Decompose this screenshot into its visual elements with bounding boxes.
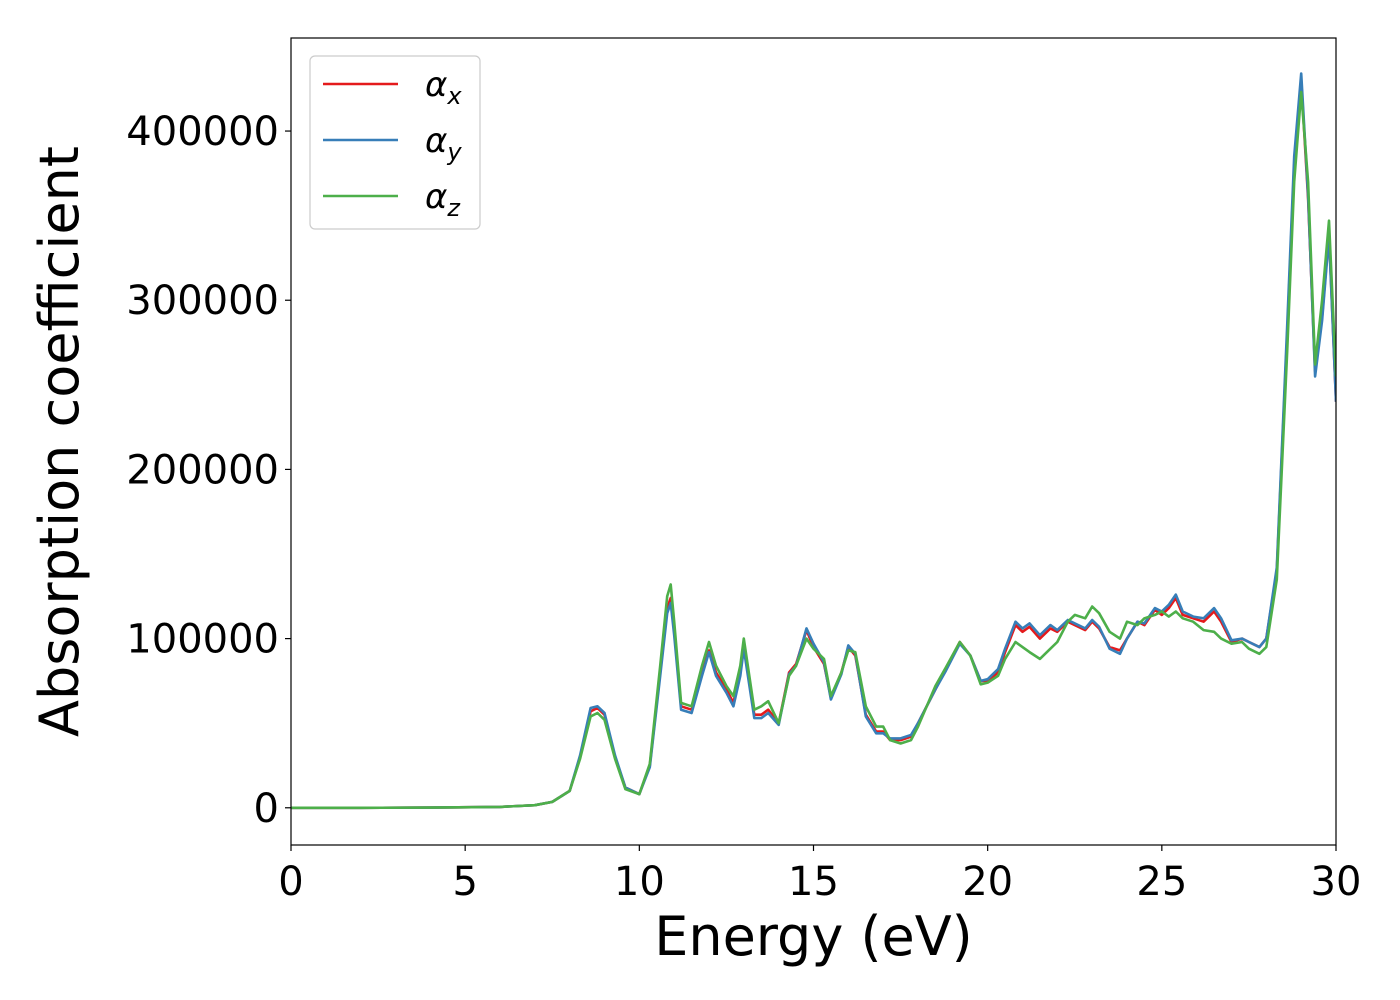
axis-ticks: 0 5 10 15 20 25 30 0 100000 200000 300000 400000 — [126, 109, 1361, 905]
x-tick-label: 15 — [788, 859, 839, 905]
y-tick-label: 400000 — [126, 109, 279, 155]
legend-box — [309, 55, 481, 230]
legend-label-z: αz — [425, 177, 461, 222]
series-line-y — [291, 72, 1336, 810]
legend-label-x: αx — [425, 65, 462, 110]
y-axis-label: Absorption coefficient — [28, 146, 91, 737]
y-tick-label: 100000 — [126, 617, 279, 663]
x-tick-label: 5 — [452, 859, 477, 905]
series-layer — [291, 72, 1336, 810]
x-tick-label: 30 — [1311, 859, 1362, 905]
y-tick-label: 200000 — [126, 447, 279, 493]
x-tick-label: 10 — [614, 859, 665, 905]
legend: αx αy αz — [309, 55, 481, 230]
y-tick-label: 0 — [254, 786, 279, 832]
y-tick-label: 300000 — [126, 278, 279, 324]
x-tick-label: 20 — [962, 859, 1013, 905]
series-line-z — [291, 90, 1336, 810]
x-tick-label: 0 — [278, 859, 303, 905]
x-tick-label: 25 — [1136, 859, 1187, 905]
legend-label-y: αy — [425, 121, 462, 166]
x-axis-label: Energy (eV) — [654, 905, 973, 968]
